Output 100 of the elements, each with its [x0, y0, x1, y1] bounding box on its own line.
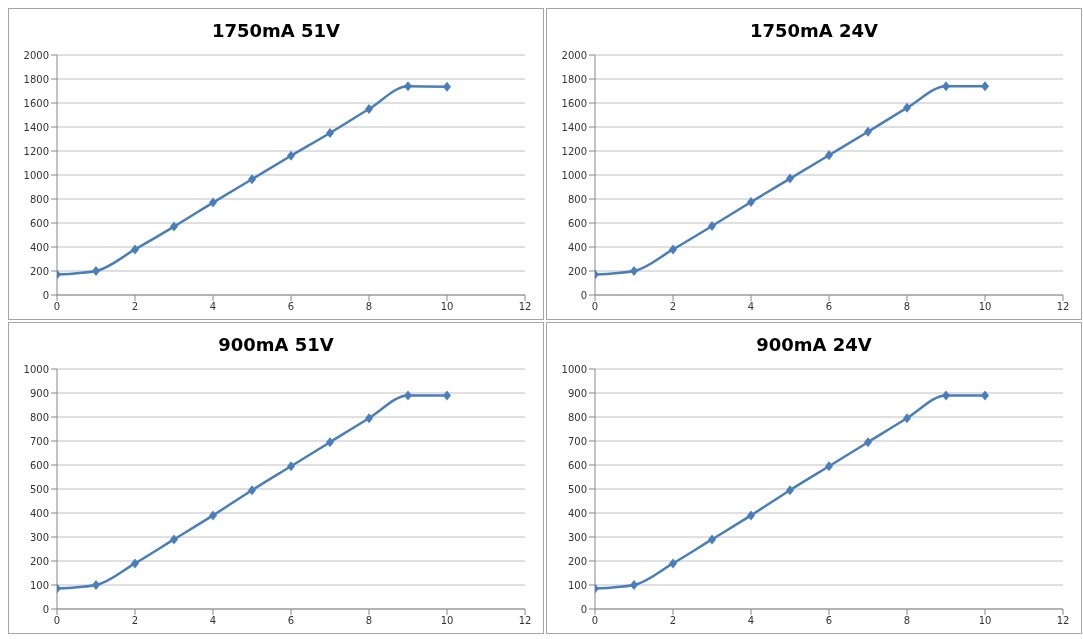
y-tick-label: 1000 [23, 363, 49, 375]
point [92, 266, 100, 276]
y-tick-label: 2000 [23, 49, 49, 61]
point [365, 413, 373, 424]
x-tick-label: 4 [747, 615, 755, 627]
y-tick-label: 300 [29, 531, 49, 543]
point [786, 173, 794, 184]
y-tick-label: 1600 [561, 97, 587, 109]
x-tick-label: 4 [747, 301, 755, 313]
x-tick-label: 8 [903, 615, 911, 627]
x-tick-label: 12 [518, 615, 532, 627]
x-tick-label: 10 [978, 301, 992, 313]
point [170, 534, 178, 545]
point [864, 126, 872, 137]
point [365, 104, 373, 114]
x-tick-label: 6 [825, 301, 833, 313]
x-tick-label: 0 [591, 301, 599, 313]
point [981, 390, 989, 401]
x-tick-label: 6 [287, 615, 295, 627]
y-tick-label: 100 [29, 579, 49, 591]
point [209, 197, 217, 208]
x-tick-label: 10 [440, 615, 454, 627]
point [903, 102, 911, 113]
chart-title: 900mA 51V [217, 333, 335, 357]
point [287, 461, 295, 472]
point [248, 485, 256, 496]
point [669, 558, 677, 569]
y-tick-label: 600 [567, 459, 587, 471]
point [747, 197, 755, 207]
x-tick-label: 10 [978, 615, 992, 627]
y-tick-label: 400 [567, 241, 587, 253]
x-tick-label: 8 [365, 301, 373, 313]
point [669, 244, 677, 255]
point [326, 128, 334, 138]
point [92, 580, 100, 590]
y-tick-label: 1800 [23, 73, 49, 85]
x-tick-label: 12 [1056, 301, 1070, 313]
point [903, 413, 911, 424]
point [942, 390, 950, 401]
chart-title: 1750mA 24V [749, 19, 879, 43]
x-tick-label: 12 [1056, 615, 1070, 627]
y-tick-label: 1800 [561, 73, 587, 85]
point [786, 485, 794, 496]
point [404, 81, 412, 92]
point [942, 81, 950, 92]
y-tick-label: 1200 [561, 145, 587, 157]
y-tick-label: 200 [29, 555, 49, 567]
y-tick-label: 0 [580, 603, 587, 615]
y-tick-label: 500 [567, 483, 587, 495]
point [209, 510, 217, 521]
y-tick-label: 400 [29, 507, 49, 519]
y-tick-label: 0 [42, 603, 49, 615]
x-tick-label: 6 [287, 301, 295, 313]
y-tick-label: 2000 [561, 49, 587, 61]
point [248, 174, 256, 185]
y-tick-label: 300 [567, 531, 587, 543]
x-tick-label: 2 [131, 615, 139, 627]
y-tick-label: 1600 [23, 97, 49, 109]
y-tick-label: 400 [29, 241, 49, 253]
point [287, 150, 295, 161]
point [170, 221, 178, 232]
x-tick-label: 6 [825, 615, 833, 627]
y-tick-label: 1000 [23, 169, 49, 181]
x-tick-label: 8 [365, 615, 373, 627]
x-tick-label: 8 [903, 301, 911, 313]
y-tick-label: 800 [29, 193, 49, 205]
point [630, 266, 638, 276]
point [131, 244, 139, 255]
point [864, 437, 872, 448]
chart-title: 1750mA 51V [211, 19, 341, 43]
point [747, 510, 755, 521]
y-tick-label: 900 [567, 387, 587, 399]
point [825, 150, 833, 161]
point [443, 81, 451, 92]
y-tick-label: 200 [29, 265, 49, 277]
y-tick-label: 800 [567, 411, 587, 423]
x-tick-label: 2 [669, 615, 677, 627]
x-tick-label: 0 [591, 615, 599, 627]
y-tick-label: 200 [567, 555, 587, 567]
x-tick-label: 10 [440, 301, 454, 313]
point [630, 580, 638, 590]
y-tick-label: 1200 [23, 145, 49, 157]
y-tick-label: 600 [29, 459, 49, 471]
point [131, 558, 139, 569]
x-tick-label: 4 [209, 615, 217, 627]
y-tick-label: 100 [567, 579, 587, 591]
point [825, 461, 833, 472]
y-tick-label: 700 [29, 435, 49, 447]
y-tick-label: 500 [29, 483, 49, 495]
point [981, 81, 989, 92]
point [326, 437, 334, 448]
y-tick-label: 0 [42, 289, 49, 301]
y-tick-label: 800 [567, 193, 587, 205]
y-tick-label: 600 [29, 217, 49, 229]
x-tick-label: 2 [669, 301, 677, 313]
x-tick-label: 2 [131, 301, 139, 313]
point [443, 390, 451, 401]
y-tick-label: 400 [567, 507, 587, 519]
point [404, 390, 412, 401]
x-tick-label: 0 [53, 301, 61, 313]
